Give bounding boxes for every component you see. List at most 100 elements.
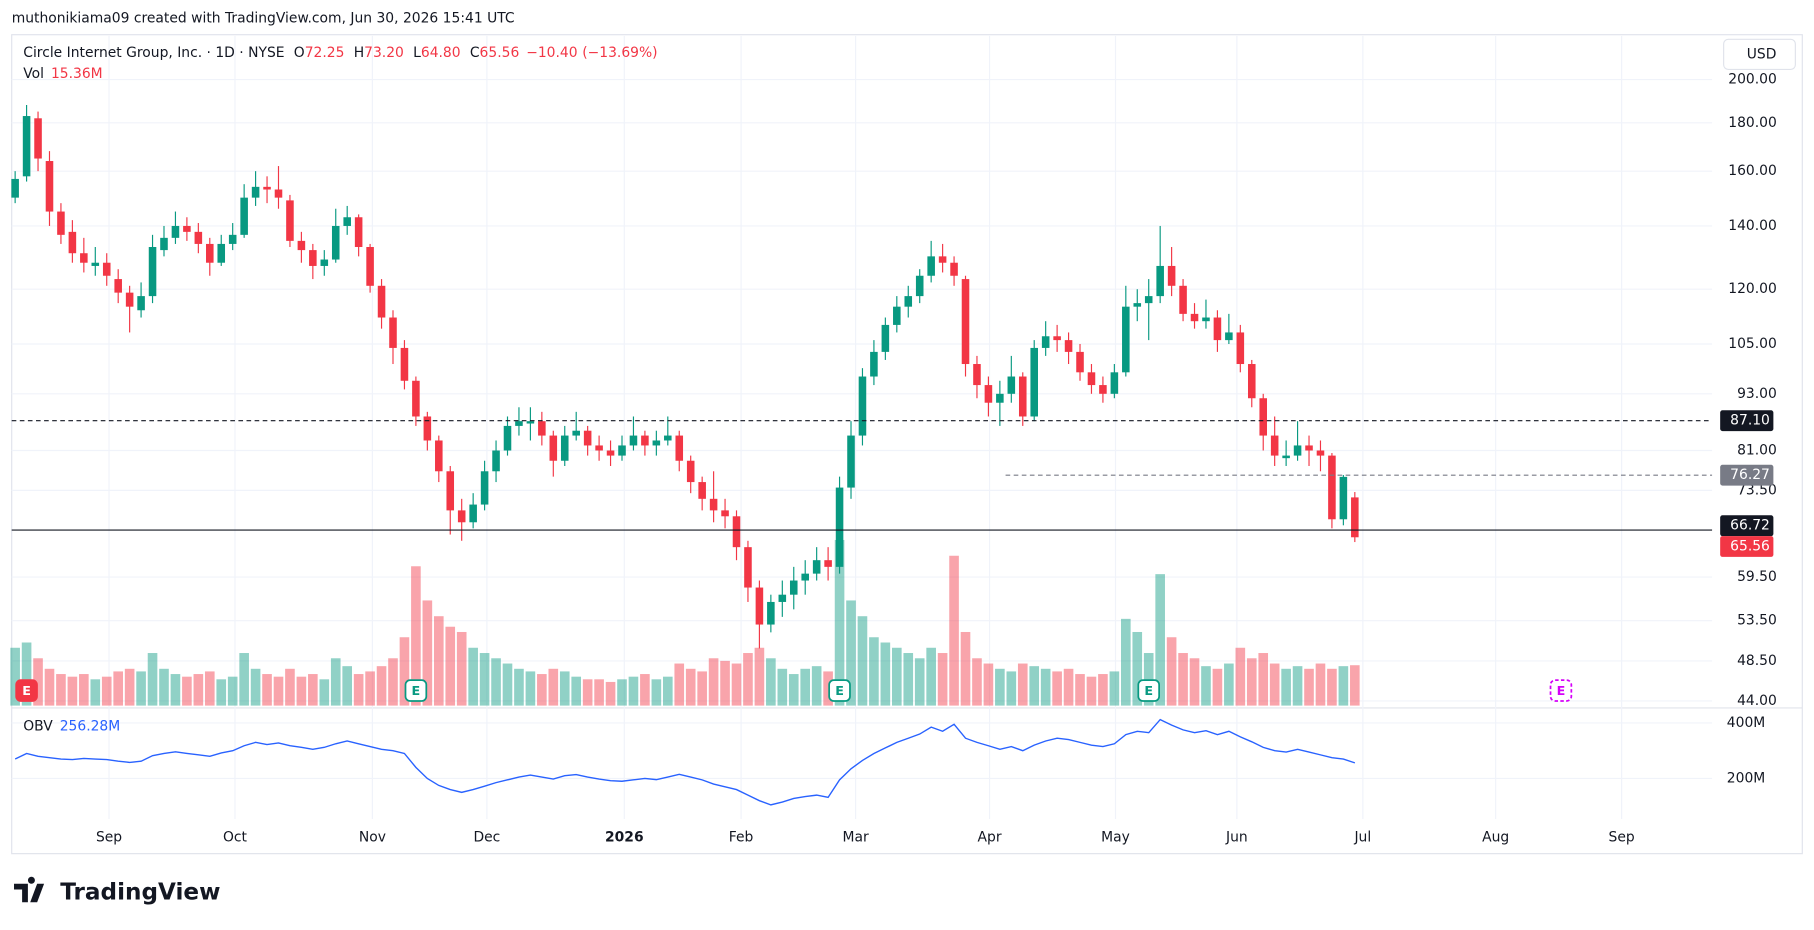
obv-name: OBV	[23, 718, 53, 734]
volume-bar	[1269, 663, 1280, 706]
x-tick-label: Oct	[223, 829, 248, 845]
candle-body	[915, 275, 924, 297]
volume-bar	[204, 671, 215, 706]
candle-body	[354, 217, 363, 248]
x-tick-label: Aug	[1482, 829, 1509, 845]
candle-body	[904, 296, 913, 307]
volume-bar	[514, 668, 524, 706]
candle-body	[1328, 455, 1336, 520]
volume-bar	[1212, 668, 1223, 706]
candle-body	[858, 376, 867, 436]
x-tick-label: May	[1101, 829, 1130, 845]
candle-body	[629, 435, 638, 446]
candle-body	[1110, 372, 1119, 394]
volume-bar	[731, 663, 742, 706]
candle-body	[68, 231, 77, 254]
volume-bar	[983, 663, 994, 706]
volume-bar	[170, 674, 181, 706]
volume-bar	[319, 679, 330, 706]
candle-body	[1213, 317, 1222, 341]
obv-value: 256.28M	[60, 718, 121, 734]
attribution: muthonikiama09 created with TradingView.…	[12, 11, 515, 27]
candle-body	[1259, 398, 1268, 436]
volume-bar	[250, 668, 261, 706]
candle-body	[732, 516, 741, 548]
ohlc-value: 64.80	[421, 45, 461, 61]
volume-bar	[1132, 631, 1143, 706]
candle-body	[102, 262, 111, 276]
y-tick-label: 81.00	[1737, 442, 1777, 458]
candle-body	[1179, 285, 1187, 314]
y-tick-label: 180.00	[1728, 115, 1777, 131]
candle-body	[744, 547, 752, 588]
volume-bar	[399, 637, 410, 706]
volume-bar	[79, 674, 89, 706]
candle-body	[686, 460, 695, 483]
y-tick-label: 73.50	[1737, 482, 1777, 498]
candle-body	[469, 504, 477, 523]
candle-body	[538, 421, 546, 436]
candle-body	[1167, 265, 1176, 286]
candle-body	[1122, 306, 1130, 373]
volume-bar	[662, 676, 673, 706]
y-tick-label: 140.00	[1728, 218, 1777, 234]
candle-body	[331, 225, 340, 260]
y-tick-label: 44.00	[1737, 693, 1777, 709]
logo-mark	[14, 876, 45, 903]
candle-body	[572, 430, 580, 436]
volume-bar	[330, 658, 341, 706]
volume-bar	[239, 653, 249, 706]
candle-body	[22, 116, 31, 177]
y-tick-label: 48.50	[1737, 653, 1777, 669]
candle-body	[1041, 336, 1050, 348]
volume-bar	[697, 671, 707, 706]
candle-body	[251, 186, 260, 198]
candle-body	[206, 243, 214, 263]
x-tick-label: 2026	[605, 829, 644, 845]
volume-bar	[846, 600, 856, 706]
currency-label[interactable]: USD	[1747, 46, 1777, 62]
ohlc-key: C	[470, 45, 480, 61]
volume-bar	[33, 658, 43, 706]
volume-bar	[857, 616, 868, 706]
volume-bar	[193, 674, 204, 706]
x-tick-label: Jul	[1353, 829, 1371, 845]
candle-body	[996, 393, 1004, 403]
candle-body	[343, 217, 351, 226]
candle-body	[767, 601, 775, 625]
brand-logo: TradingView	[14, 876, 221, 905]
candle-body	[1190, 313, 1199, 322]
volume-bar	[1040, 668, 1051, 706]
volume-bar	[388, 658, 398, 706]
candle-body	[1339, 476, 1348, 520]
candle-body	[973, 364, 981, 386]
volume-bar	[1006, 671, 1017, 706]
candle-body	[1270, 435, 1279, 456]
volume-bar	[800, 668, 811, 706]
candle-body	[228, 234, 237, 244]
candle-body	[1293, 445, 1302, 456]
volume-bar	[1063, 668, 1074, 706]
candle-body	[1087, 372, 1096, 386]
candle-body	[984, 385, 993, 403]
volume-bar	[777, 668, 788, 706]
candle-body	[1007, 376, 1016, 394]
candle-body	[1144, 296, 1153, 304]
candle-body	[11, 178, 19, 198]
volume-bar	[754, 647, 765, 706]
ohlc-key: L	[413, 45, 421, 61]
volume-bar	[1292, 666, 1303, 706]
x-tick-label: Sep	[1609, 829, 1635, 845]
volume-bar	[743, 653, 753, 706]
candle-body	[297, 240, 306, 251]
y-tick-label: 53.50	[1737, 613, 1777, 629]
volume-bar	[788, 674, 799, 706]
volume-bar	[594, 679, 604, 706]
volume-bar	[67, 676, 78, 706]
volume-bar	[1098, 674, 1108, 706]
candle-body	[57, 211, 65, 235]
currency-button[interactable]	[1723, 38, 1796, 70]
volume-bar	[892, 647, 902, 706]
volume-bar	[10, 647, 20, 706]
